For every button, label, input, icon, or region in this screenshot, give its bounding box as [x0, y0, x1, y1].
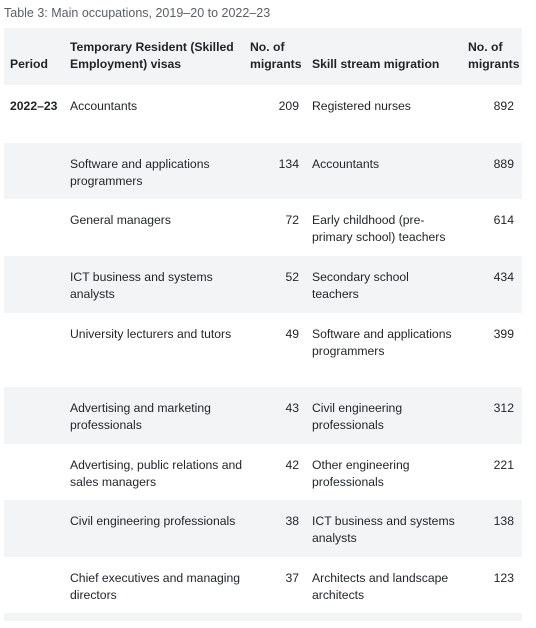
skill-occupation-cell: Secondary school teachers: [312, 270, 409, 301]
table-row: Civil engineering professionals 38 ICT b…: [4, 500, 522, 557]
table-row: University lecturers and tutors 49 Softw…: [4, 313, 522, 387]
skill-occupation-cell: Civil engineering professionals: [312, 401, 403, 432]
temp-occupation-cell: Advertising and marketing professionals: [70, 401, 211, 432]
skill-occupation-cell: Registered nurses: [312, 99, 411, 113]
skill-occupation-cell: Architects and landscape architects: [312, 571, 449, 602]
temp-occupation-cell: General managers: [70, 213, 171, 227]
temp-occupation-cell: Accountants: [70, 99, 138, 113]
temp-occupation-cell: University lecturers and tutors: [70, 327, 232, 341]
period-cell: [4, 400, 66, 444]
temp-count-cell: 134: [278, 157, 299, 171]
temp-count-cell: 42: [285, 458, 299, 472]
period-cell: [4, 326, 66, 387]
occupations-table: Period Temporary Resident (Skilled Emplo…: [4, 28, 522, 621]
header-temp-migrants: No. of migrants: [250, 40, 302, 71]
period-cell: [4, 513, 66, 557]
header-skill-stream: Skill stream migration: [312, 57, 440, 71]
period-cell: [4, 212, 66, 256]
temp-count-cell: 37: [285, 571, 299, 585]
skill-count-cell: 399: [493, 327, 514, 341]
table-bottom-strip: [4, 613, 522, 621]
skill-occupation-cell: ICT business and systems analysts: [312, 514, 455, 545]
skill-count-cell: 434: [493, 270, 514, 284]
skill-count-cell: 138: [493, 514, 514, 528]
table-caption: Table 3: Main occupations, 2019–20 to 20…: [4, 6, 271, 20]
temp-occupation-cell: Advertising, public relations and sales …: [70, 458, 243, 489]
table-row: Chief executives and managing directors …: [4, 557, 522, 613]
skill-count-cell: 889: [493, 157, 514, 171]
temp-count-cell: 72: [285, 213, 299, 227]
table-row: Software and applications programmers 13…: [4, 143, 522, 199]
header-skill-migrants: No. of migrants: [468, 40, 520, 71]
table-header-row: Period Temporary Resident (Skilled Emplo…: [4, 28, 522, 85]
temp-occupation-cell: Software and applications programmers: [70, 157, 210, 188]
header-temporary-resident: Temporary Resident (Skilled Employment) …: [70, 40, 234, 71]
table-row: General managers 72 Early childhood (pre…: [4, 199, 522, 256]
skill-occupation-cell: Software and applications programmers: [312, 327, 452, 358]
skill-count-cell: 123: [493, 571, 514, 585]
table-row: 2022–23 Accountants 209 Registered nurse…: [4, 85, 522, 143]
temp-count-cell: 52: [285, 270, 299, 284]
period-cell: 2022–23: [10, 99, 58, 113]
skill-occupation-cell: Early childhood (pre-primary school) tea…: [312, 213, 446, 244]
skill-count-cell: 892: [493, 99, 514, 113]
temp-count-cell: 43: [285, 401, 299, 415]
table-row: ICT business and systems analysts 52 Sec…: [4, 256, 522, 313]
temp-occupation-cell: ICT business and systems analysts: [70, 270, 213, 301]
temp-count-cell: 38: [285, 514, 299, 528]
temp-count-cell: 209: [278, 99, 299, 113]
skill-count-cell: 221: [493, 458, 514, 472]
header-period: Period: [10, 57, 48, 71]
skill-count-cell: 614: [493, 213, 514, 227]
period-cell: [4, 457, 66, 500]
skill-count-cell: 312: [493, 401, 514, 415]
skill-occupation-cell: Other engineering professionals: [312, 458, 410, 489]
table-row: Advertising, public relations and sales …: [4, 444, 522, 500]
skill-occupation-cell: Accountants: [312, 157, 380, 171]
period-cell: [4, 570, 66, 613]
temp-occupation-cell: Chief executives and managing directors: [70, 571, 241, 602]
period-cell: [4, 269, 66, 313]
period-cell: [4, 156, 66, 199]
temp-occupation-cell: Civil engineering professionals: [70, 514, 236, 528]
temp-count-cell: 49: [285, 327, 299, 341]
table-row: Advertising and marketing professionals …: [4, 387, 522, 444]
